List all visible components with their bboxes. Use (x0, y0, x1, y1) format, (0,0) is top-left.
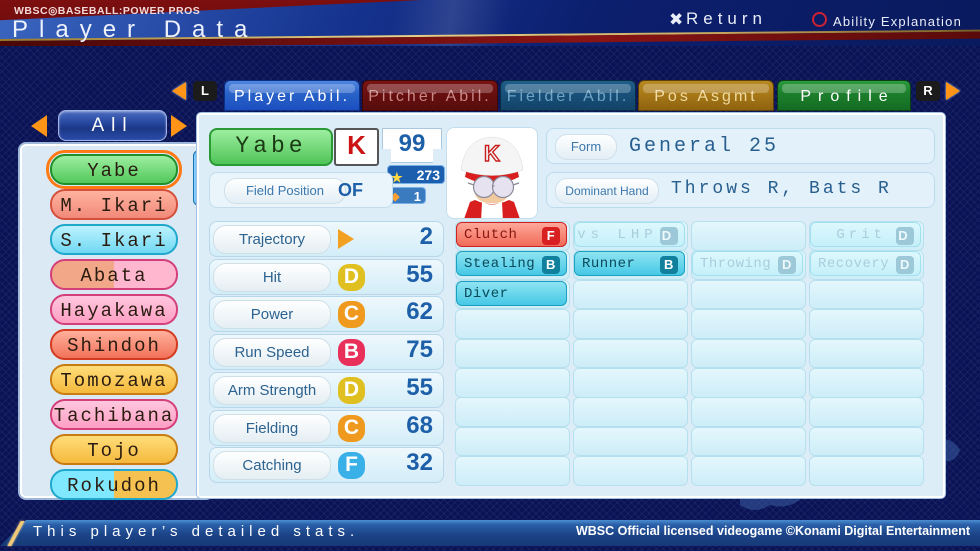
svg-text:K: K (484, 141, 500, 166)
